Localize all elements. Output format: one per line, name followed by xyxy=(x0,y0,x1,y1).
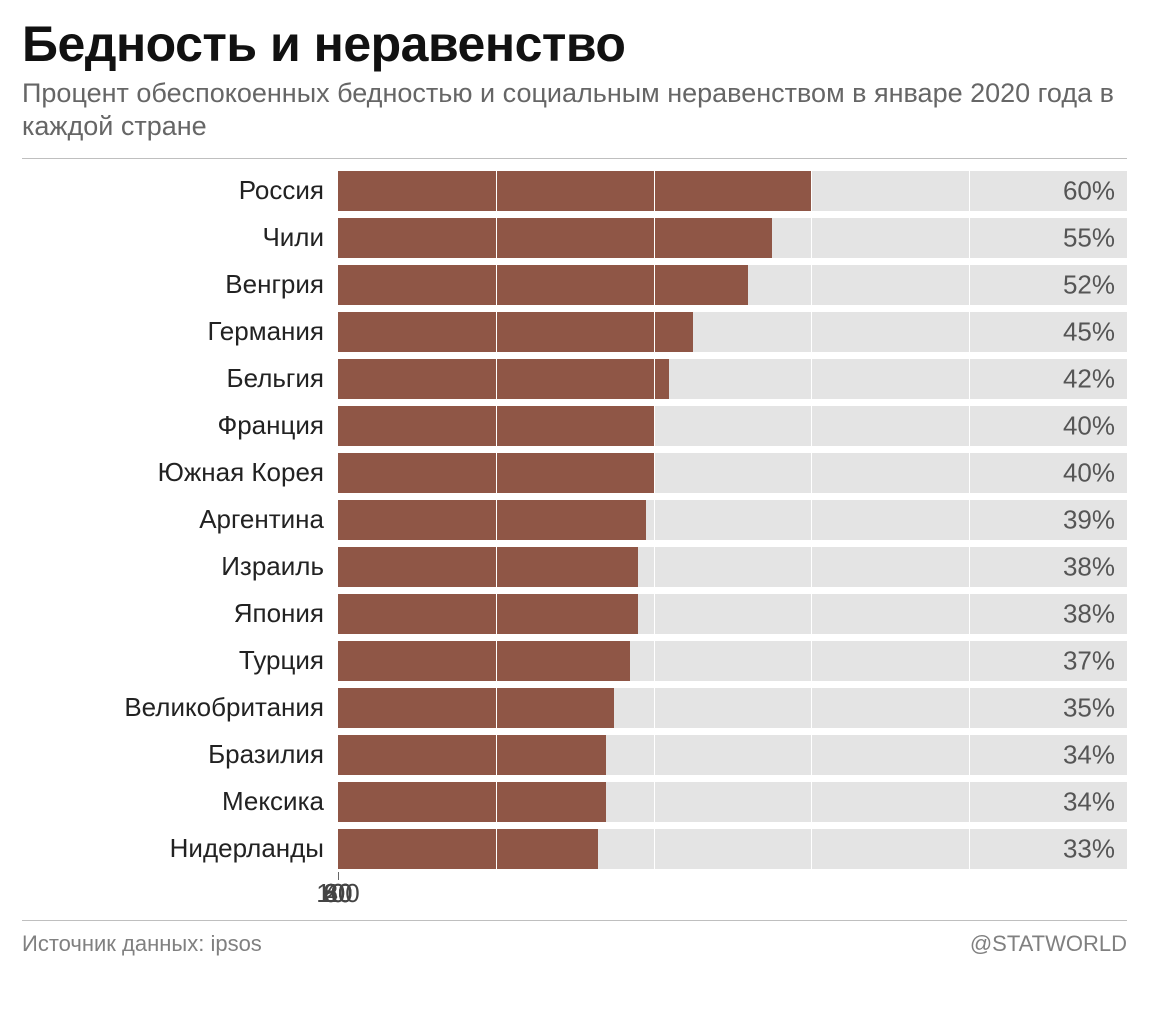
chart-footer: Источник данных: ipsos @STATWORLD xyxy=(22,931,1127,957)
bar-value: 45% xyxy=(1063,316,1115,347)
bar-track: 55% xyxy=(338,218,1127,258)
tick-label: 100 xyxy=(316,878,359,909)
bar-track: 39% xyxy=(338,500,1127,540)
bar-value: 35% xyxy=(1063,692,1115,723)
bar-track: 45% xyxy=(338,312,1127,352)
bar-label: Турция xyxy=(22,645,338,676)
footer-credit: @STATWORLD xyxy=(970,931,1127,957)
bar-label: Южная Корея xyxy=(22,457,338,488)
bar-label: Германия xyxy=(22,316,338,347)
bar-value: 52% xyxy=(1063,269,1115,300)
gridline xyxy=(969,167,970,872)
chart-container: Россия Чили Венгрия Германия Бельгия Франция Ю… xyxy=(22,158,1127,921)
bar-value: 39% xyxy=(1063,504,1115,535)
bar-label: Израиль xyxy=(22,551,338,582)
bar-fill xyxy=(338,688,614,728)
bar-value: 60% xyxy=(1063,175,1115,206)
bar-track: 60% xyxy=(338,171,1127,211)
bar-fill xyxy=(338,312,693,352)
bar-track: 40% xyxy=(338,406,1127,446)
bar-value: 55% xyxy=(1063,222,1115,253)
gridline xyxy=(1127,167,1128,872)
bar-track: 34% xyxy=(338,782,1127,822)
bar-track: 37% xyxy=(338,641,1127,681)
gridline xyxy=(496,167,497,872)
labels-column: Россия Чили Венгрия Германия Бельгия Франция Ю… xyxy=(22,167,338,872)
bar-label: Россия xyxy=(22,175,338,206)
bar-value: 38% xyxy=(1063,598,1115,629)
bar-fill xyxy=(338,641,630,681)
bar-label: Нидерланды xyxy=(22,833,338,864)
bar-value: 34% xyxy=(1063,786,1115,817)
bar-track: 35% xyxy=(338,688,1127,728)
bar-fill xyxy=(338,171,811,211)
bar-fill xyxy=(338,594,638,634)
bar-value: 42% xyxy=(1063,363,1115,394)
bar-fill xyxy=(338,359,669,399)
bar-fill xyxy=(338,500,646,540)
bar-label: Франция xyxy=(22,410,338,441)
bar-value: 40% xyxy=(1063,410,1115,441)
bar-track: 38% xyxy=(338,594,1127,634)
bar-label: Чили xyxy=(22,222,338,253)
bar-track: 33% xyxy=(338,829,1127,869)
bar-label: Бельгия xyxy=(22,363,338,394)
bar-fill xyxy=(338,829,598,869)
bar-fill xyxy=(338,547,638,587)
chart-title: Бедность и неравенство xyxy=(22,18,1127,71)
bar-fill xyxy=(338,782,606,822)
bar-label: Бразилия xyxy=(22,739,338,770)
bar-fill xyxy=(338,735,606,775)
bar-value: 38% xyxy=(1063,551,1115,582)
bar-track: 52% xyxy=(338,265,1127,305)
bar-fill xyxy=(338,218,772,258)
gridline xyxy=(811,167,812,872)
bars-column: 60% 55% 52% 45% 42% 40% 40% 39% 38% 38% 37% 35% 34% 3… xyxy=(338,167,1127,872)
bar-value: 33% xyxy=(1063,833,1115,864)
bar-fill xyxy=(338,265,748,305)
bar-label: Мексика xyxy=(22,786,338,817)
gridline xyxy=(654,167,655,872)
bar-label: Венгрия xyxy=(22,269,338,300)
bar-label: Япония xyxy=(22,598,338,629)
bar-track: 34% xyxy=(338,735,1127,775)
bar-track: 40% xyxy=(338,453,1127,493)
bar-value: 34% xyxy=(1063,739,1115,770)
bar-label: Аргентина xyxy=(22,504,338,535)
chart-subtitle: Процент обеспокоенных бедностью и социал… xyxy=(22,77,1127,145)
bar-label: Великобритания xyxy=(22,692,338,723)
bar-value: 37% xyxy=(1063,645,1115,676)
bar-track: 42% xyxy=(338,359,1127,399)
footer-source: Источник данных: ipsos xyxy=(22,931,262,957)
bar-value: 40% xyxy=(1063,457,1115,488)
bar-track: 38% xyxy=(338,547,1127,587)
